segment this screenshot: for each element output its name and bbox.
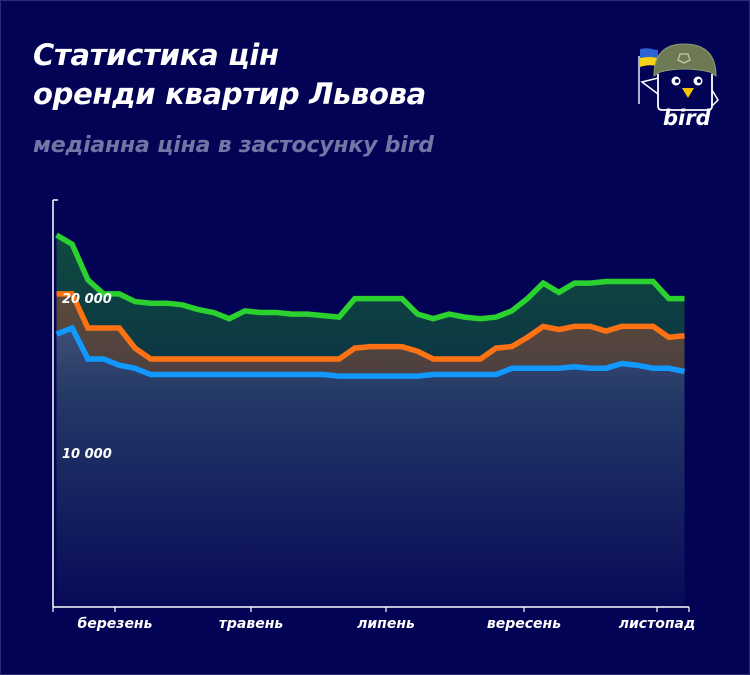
y-axis <box>52 199 58 607</box>
x-tick-label: вересень <box>487 616 561 632</box>
title-line-2: оренди квартир Львова <box>33 77 426 111</box>
y-tick-label-10000: 10 000 <box>62 447 112 462</box>
series-areas <box>56 235 685 607</box>
bird-mascot-icon <box>638 43 719 111</box>
series-lines <box>55 232 686 379</box>
x-tick-label: липень <box>357 616 415 632</box>
orange-series-line <box>56 291 685 362</box>
chart-title: Статистика цін оренди квартир Львова <box>33 36 426 114</box>
chart-subtitle: медіанна ціна в застосунку bird <box>33 133 434 158</box>
logo-text: bird <box>663 106 711 130</box>
x-tick-label: травень <box>219 616 284 632</box>
blue-series-line <box>55 324 686 379</box>
x-axis-ticks: березень травень липень вересень листопад <box>78 607 696 632</box>
title-line-1: Статистика цін <box>33 38 279 72</box>
x-axis <box>52 606 690 612</box>
x-tick-label: листопад <box>619 616 696 632</box>
ukraine-flag-icon <box>638 48 658 104</box>
green-series-line <box>55 232 685 322</box>
blue-series-area <box>56 328 685 607</box>
y-tick-label-20000: 20 000 <box>62 292 112 307</box>
x-tick-label: березень <box>78 616 153 632</box>
